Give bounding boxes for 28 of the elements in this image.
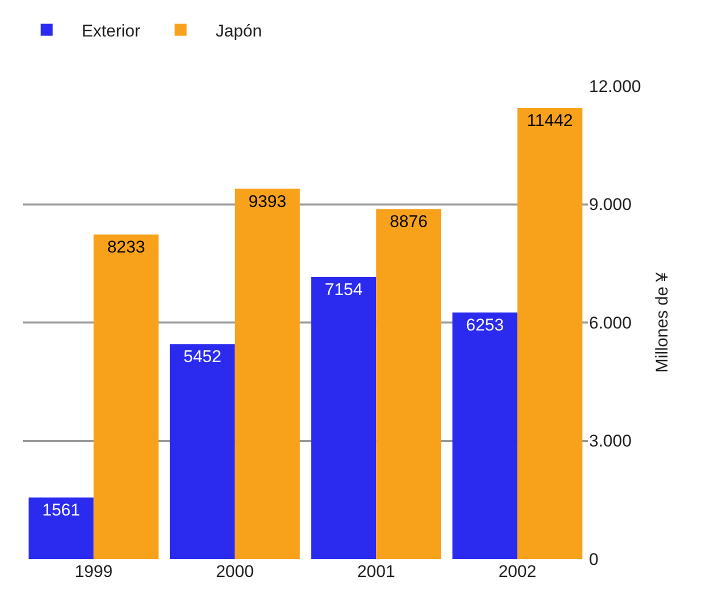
x-tick-label: 2000 [216,562,254,581]
bar [234,188,300,559]
x-tick-label: 2001 [357,562,396,581]
bar [28,497,94,559]
bar [376,209,442,559]
data-label: 6253 [466,316,504,335]
data-label: 7154 [324,280,363,300]
data-label: 1561 [42,500,80,520]
data-label: 8233 [107,237,146,256]
data-label: 5452 [183,347,222,366]
legend-label: Exterior [82,21,141,40]
bar [452,312,518,559]
data-label: 8876 [390,212,428,232]
y-axis-title: Millones de ¥ [652,272,672,373]
bar [311,277,376,559]
data-label: 9393 [248,192,286,211]
y-tick-label: 12.000 [589,76,641,96]
y-tick-label: 3.000 [589,432,632,451]
y-tick-label: 6.000 [589,313,632,332]
y-tick-label: 0 [589,550,598,569]
bar [94,234,159,559]
legend-label: Japón [216,21,262,40]
data-label: 11442 [526,110,573,130]
y-tick-label: 9.000 [589,195,632,214]
x-tick-label: 1999 [74,562,113,581]
x-tick-label: 2002 [498,562,536,581]
bar [170,344,235,559]
bar [517,108,582,559]
